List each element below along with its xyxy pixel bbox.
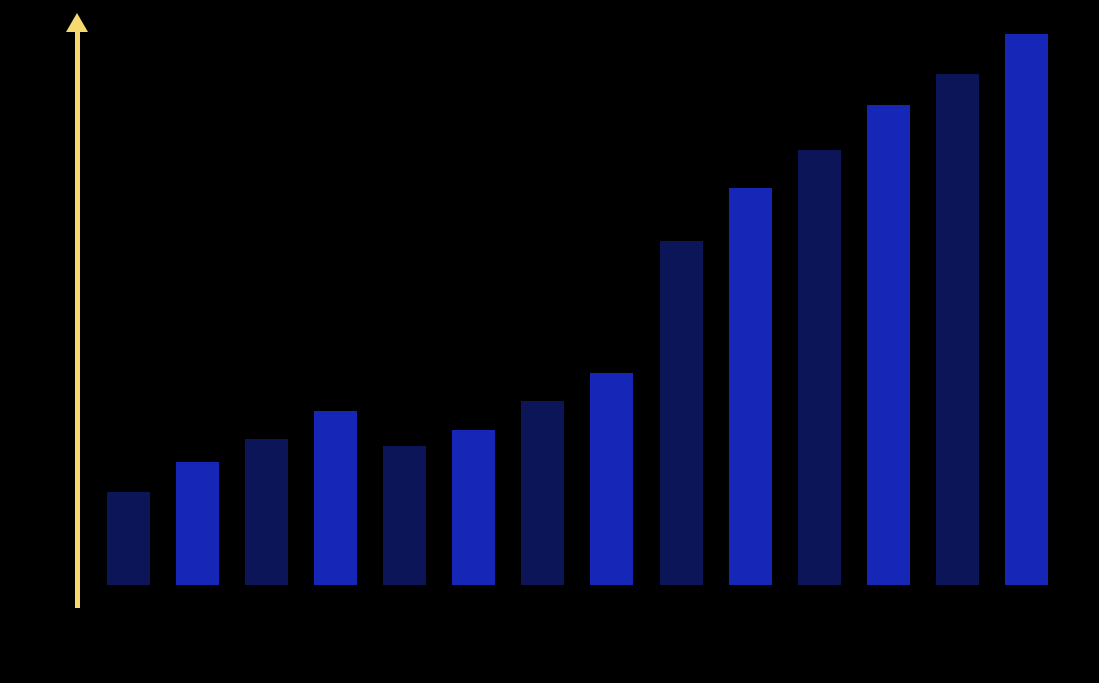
bar-6 bbox=[452, 430, 496, 585]
bar-1 bbox=[107, 492, 150, 585]
bar-5 bbox=[383, 446, 427, 585]
bar-14 bbox=[1004, 34, 1048, 585]
bar-2 bbox=[176, 462, 220, 585]
bar-7 bbox=[521, 401, 565, 585]
bar-3 bbox=[245, 439, 289, 585]
bar-11 bbox=[797, 150, 841, 585]
bar-4 bbox=[314, 411, 358, 585]
y-axis-arrowhead-icon bbox=[66, 13, 88, 32]
y-axis-line bbox=[75, 28, 80, 608]
bar-9 bbox=[659, 241, 703, 585]
bars-container bbox=[107, 25, 1048, 585]
bar-13 bbox=[935, 74, 979, 585]
bar-10 bbox=[728, 188, 772, 585]
bar-8 bbox=[590, 373, 634, 585]
bar-12 bbox=[866, 105, 910, 585]
